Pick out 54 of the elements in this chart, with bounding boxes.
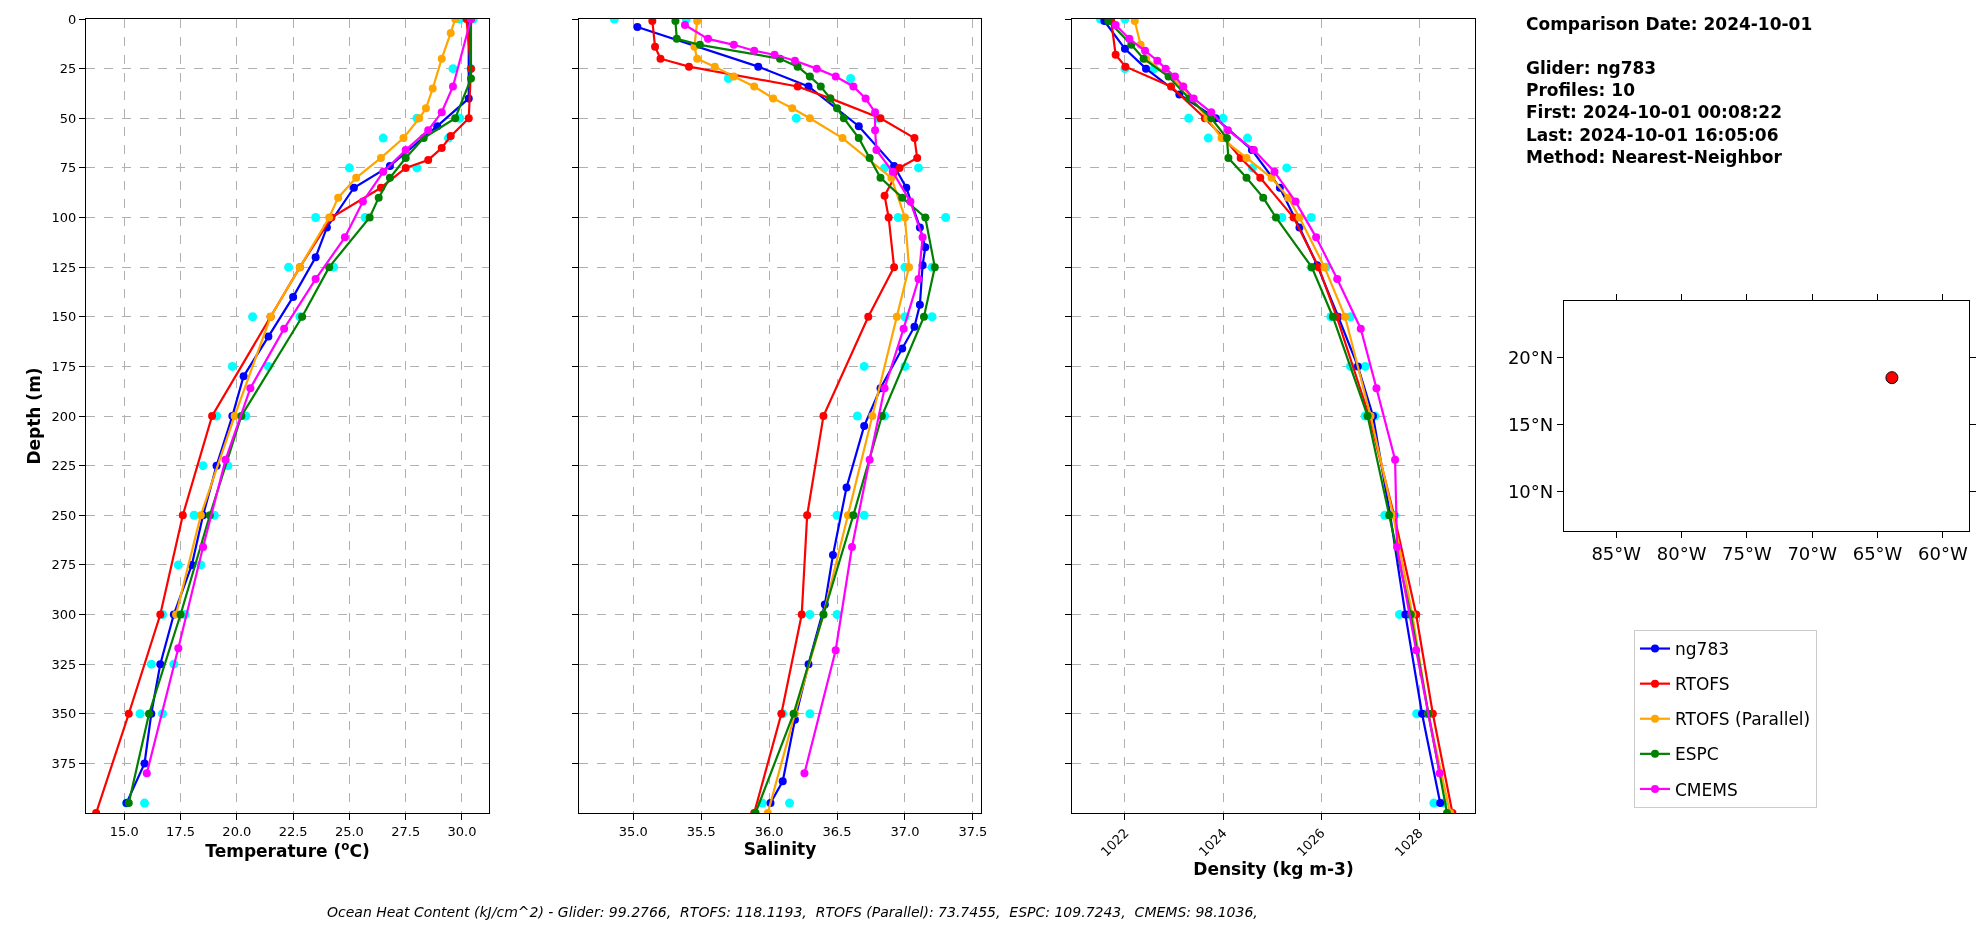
x-tick-label: 37.5: [958, 823, 988, 839]
y-tick-label: 100: [51, 210, 77, 226]
x-tick-label: 20.0: [222, 823, 252, 839]
x-tick-label: 37.0: [890, 823, 920, 839]
y-tick-label: 150: [51, 309, 77, 325]
text: Method: Nearest-Neighbor: [1526, 146, 1783, 167]
y-tick-label: 20°N: [1507, 346, 1554, 368]
text: Glider: ng783: [1526, 58, 1657, 79]
y-tick-label: 375: [51, 755, 77, 771]
x-tick-label: 35.0: [618, 823, 648, 839]
x-tick-label: 65°W: [1852, 542, 1903, 564]
text: First: 2024-10-01 00:08:22: [1526, 102, 1783, 123]
y-axis-title: Depth (m): [24, 367, 45, 465]
x-tick-label: 70°W: [1787, 542, 1838, 564]
x-axis-title: Salinity: [743, 838, 817, 859]
x-axis-title: Temperature ($^{o}$C): [205, 838, 370, 861]
y-tick-label: 225: [51, 458, 77, 474]
text: Comparison Date: 2024-10-01: [1526, 14, 1813, 34]
x-tick-label: 36.0: [754, 823, 784, 839]
y-tick-label: 10°N: [1507, 481, 1554, 503]
x-tick-label: 80°W: [1656, 542, 1707, 564]
x-tick-label: 75°W: [1722, 542, 1772, 564]
y-tick-label: 275: [51, 557, 77, 573]
y-tick-label: 15°N: [1507, 414, 1554, 436]
text: Ocean Heat Content (kJ/cm^2) - Glider: 99.2766, RTOFS: 118.1193, RTOFS (Parallel): 73.7455, ESPC: 109.7243, CMEMS: 98.1036,: [327, 904, 1258, 920]
y-tick-label: 75: [59, 160, 77, 176]
y-tick-label: 350: [51, 706, 77, 722]
x-tick-label: 25.0: [334, 823, 364, 839]
legend-label: RTOFS (Parallel): [1675, 709, 1811, 730]
legend-label: RTOFS: [1675, 674, 1730, 695]
x-tick-label: 35.5: [686, 823, 716, 839]
text: Profiles: 10: [1526, 80, 1636, 101]
legend-label: ESPC: [1675, 744, 1719, 765]
y-tick-label: 50: [59, 110, 77, 126]
y-tick-label: 125: [51, 259, 77, 275]
x-tick-label: 22.5: [278, 823, 308, 839]
legend-label: CMEMS: [1675, 779, 1738, 800]
x-tick-label: 36.5: [822, 823, 852, 839]
x-tick-label: 60°W: [1918, 542, 1968, 564]
legend-label: ng783: [1675, 639, 1730, 660]
y-tick-label: 200: [51, 408, 77, 424]
text: Last: 2024-10-01 16:05:06: [1526, 124, 1779, 145]
x-tick-label: 30.0: [447, 823, 477, 839]
y-tick-label: 25: [59, 61, 77, 77]
x-tick-label: 85°W: [1591, 542, 1642, 564]
y-tick-label: 300: [51, 607, 77, 623]
x-axis-title: Density (kg m-3): [1193, 859, 1354, 880]
x-tick-label: 27.5: [391, 823, 421, 839]
y-tick-label: 175: [51, 358, 77, 374]
x-tick-label: 15.0: [109, 823, 139, 839]
y-tick-label: 0: [68, 11, 77, 27]
y-tick-label: 325: [51, 656, 77, 672]
y-tick-label: 250: [51, 507, 77, 523]
x-tick-label: 17.5: [166, 823, 196, 839]
